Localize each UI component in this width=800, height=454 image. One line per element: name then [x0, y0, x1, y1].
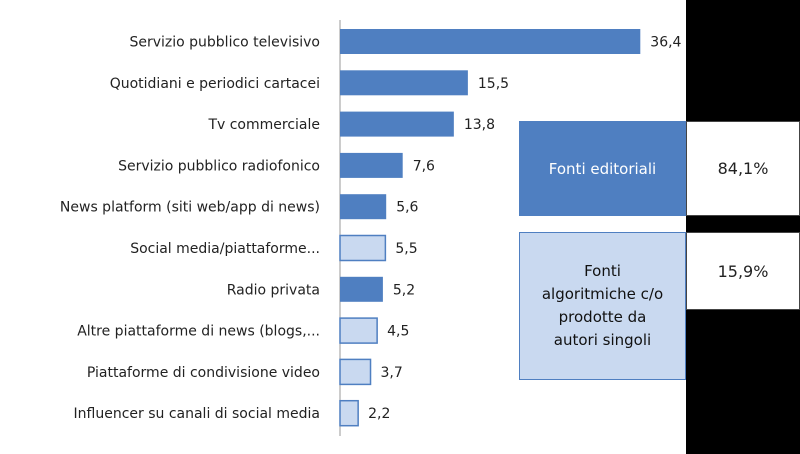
category-label: Quotidiani e periodici cartacei [110, 76, 320, 92]
category-label: News platform (siti web/app di news) [60, 200, 320, 216]
value-label: 5,5 [395, 241, 417, 257]
bar-chart: Servizio pubblico televisivo 36,4 Quotidia… [60, 20, 682, 436]
value-label: 7,6 [413, 158, 435, 174]
bar-9 [339, 358, 372, 386]
category-label: Servizio pubblico televisivo [129, 35, 320, 51]
value-label: 15,5 [478, 76, 509, 92]
bar-8 [339, 317, 378, 344]
bar-7 [340, 276, 383, 302]
bar-1 [340, 29, 641, 54]
bar-10 [339, 399, 359, 427]
category-label: Influencer su canali di social media [74, 406, 320, 422]
category-label: Social media/piattaforme... [130, 241, 320, 257]
value-label: 36,4 [650, 35, 681, 51]
category-label: Altre piattaforme di news (blogs,... [77, 324, 320, 340]
category-label: Tv commerciale [207, 117, 320, 133]
algorithmic-sources-label: Fonti algoritmiche c/o prodotte da autor… [541, 262, 664, 349]
value-label: 4,5 [387, 324, 409, 340]
category-label: Piattaforme di condivisione video [87, 365, 320, 381]
value-label: 2,2 [368, 406, 390, 422]
algorithmic-sources-percent-value: 15,9% [717, 261, 769, 281]
editorial-sources-box: Fonti editoriali [519, 121, 686, 216]
bar-4 [340, 152, 403, 178]
bar-2 [340, 70, 468, 96]
algorithmic-sources-box: Fonti algoritmiche c/o prodotte da autor… [519, 232, 686, 380]
value-label: 3,7 [381, 365, 403, 381]
bar-5 [340, 194, 387, 220]
algorithmic-sources-percent: 15,9% [686, 232, 800, 310]
category-label: Radio privata [227, 282, 320, 298]
editorial-sources-percent: 84,1% [686, 121, 800, 216]
value-label: 5,2 [393, 282, 415, 298]
bar-6 [339, 234, 387, 262]
value-label: 5,6 [396, 200, 418, 216]
editorial-sources-label: Fonti editoriali [548, 159, 657, 178]
value-label: 13,8 [464, 117, 495, 133]
chart-canvas: Servizio pubblico televisivo 36,4 Quotidia… [0, 0, 686, 454]
editorial-sources-percent-value: 84,1% [717, 159, 769, 178]
category-label: Servizio pubblico radiofonico [118, 158, 320, 174]
bar-3 [340, 111, 454, 137]
